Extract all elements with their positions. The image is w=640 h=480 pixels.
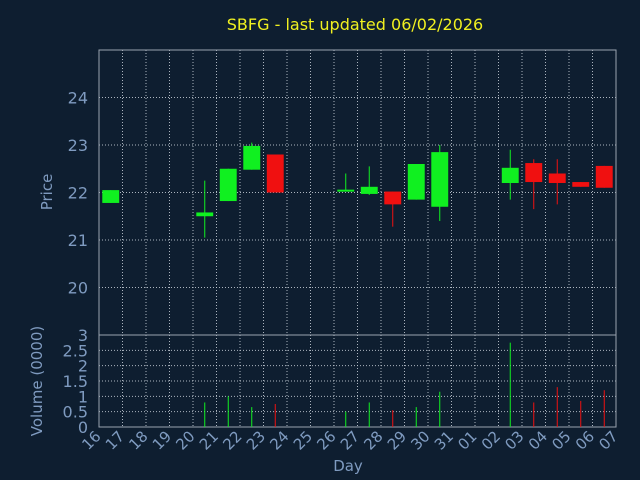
price-tick-label: 20 xyxy=(68,279,88,298)
candle-body xyxy=(525,163,543,183)
x-tick-label: 06 xyxy=(572,427,598,453)
candle-body xyxy=(360,186,378,194)
price-tick-label: 21 xyxy=(68,231,88,250)
volume-tick-label: 0 xyxy=(78,418,88,437)
volume-tick-label: 2 xyxy=(78,357,88,376)
candle-body xyxy=(572,182,590,187)
volume-axis-label: Volume (0000) xyxy=(28,326,46,436)
price-axis-label: Price xyxy=(38,174,56,211)
candles xyxy=(102,142,613,238)
x-tick-label: 22 xyxy=(219,427,245,453)
candle-body xyxy=(407,164,425,200)
volume-axis-ticks: 00.511.522.53 xyxy=(63,326,88,437)
candle-body xyxy=(548,173,566,183)
x-tick-label: 04 xyxy=(525,427,551,453)
x-tick-label: 02 xyxy=(478,427,504,453)
candle-body xyxy=(384,191,402,205)
candle-body xyxy=(501,167,519,183)
candle-body xyxy=(219,168,237,202)
x-tick-label: 19 xyxy=(149,427,175,453)
candle-body xyxy=(266,154,284,193)
x-tick-label: 20 xyxy=(172,427,198,453)
candle-body xyxy=(337,189,355,192)
volume-tick-label: 3 xyxy=(78,326,88,345)
x-tick-label: 28 xyxy=(360,427,386,453)
price-tick-label: 22 xyxy=(68,184,88,203)
vertical-grid xyxy=(122,50,593,427)
price-axis-ticks: 20 21 22 23 24 xyxy=(68,89,88,298)
volume-tick-label: 1 xyxy=(78,387,88,406)
x-tick-label: 03 xyxy=(501,427,527,453)
volume-tick-label: 2.5 xyxy=(63,341,88,360)
candle-body xyxy=(431,152,449,207)
volume-tick-label: 0.5 xyxy=(63,403,88,422)
price-tick-label: 23 xyxy=(68,136,88,155)
volume-tick-label: 1.5 xyxy=(63,372,88,391)
x-tick-label: 23 xyxy=(243,427,269,453)
chart-title: SBFG - last updated 06/02/2026 xyxy=(227,15,483,34)
x-tick-label: 01 xyxy=(454,427,480,453)
x-axis-label: Day xyxy=(333,457,363,475)
x-tick-label: 26 xyxy=(313,427,339,453)
volume-bars xyxy=(204,342,605,427)
x-tick-label: 27 xyxy=(337,427,363,453)
candle-body xyxy=(196,212,214,217)
x-tick-label: 31 xyxy=(431,427,457,453)
x-tick-label: 30 xyxy=(407,427,433,453)
x-axis-ticks: 1617181920212223242526272829303101020304… xyxy=(78,427,621,453)
x-tick-label: 17 xyxy=(102,427,128,453)
volume-panel-frame xyxy=(98,334,617,428)
x-tick-label: 25 xyxy=(290,427,316,453)
x-tick-label: 18 xyxy=(125,427,151,453)
price-tick-label: 24 xyxy=(68,89,88,108)
candle-body xyxy=(243,145,261,170)
candle-body xyxy=(595,165,613,188)
candle-body xyxy=(102,190,120,203)
x-tick-label: 07 xyxy=(595,427,621,453)
x-tick-label: 21 xyxy=(196,427,222,453)
x-tick-label: 05 xyxy=(548,427,574,453)
x-tick-label: 24 xyxy=(266,427,292,453)
x-tick-label: 29 xyxy=(384,427,410,453)
